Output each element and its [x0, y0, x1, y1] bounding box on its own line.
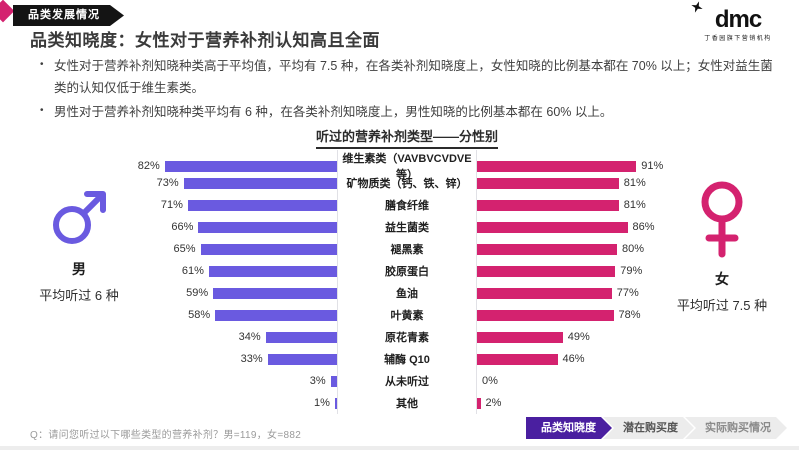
chart-row: 34% 原花青素 49% [60, 326, 755, 348]
chart-row: 73% 矿物质类（钙、铁、锌） 81% [60, 172, 755, 194]
male-average: 平均听过 6 种 [39, 288, 119, 303]
category-label: 褪黑素 [337, 238, 477, 260]
female-bar [477, 221, 628, 233]
chart-row: 71% 膳食纤维 81% [60, 194, 755, 216]
category-label: 胶原蛋白 [337, 260, 477, 282]
male-bar [187, 199, 337, 211]
section-breadcrumbs: 品类知晓度 潜在购买度 实际购买情况 [526, 417, 787, 439]
female-summary: 女 平均听过 7.5 种 [653, 180, 791, 314]
category-label: 其他 [337, 392, 477, 414]
female-bar [477, 265, 616, 277]
male-value-label: 58% [188, 309, 211, 321]
question-footnote: Q：请问您听过以下哪些类型的营养补剂？男=119，女=882 [30, 430, 302, 441]
chart-row: 61% 胶原蛋白 79% [60, 260, 755, 282]
male-icon [53, 191, 106, 244]
logo-tagline: 丁香园旗下营销机构 [704, 36, 772, 42]
page-title: 品类知晓度：女性对于营养补剂认知高且全面 [30, 31, 380, 50]
category-label: 鱼油 [337, 282, 477, 304]
female-value-label: 81% [623, 199, 646, 211]
male-bar [164, 160, 337, 172]
female-value-label: 0% [482, 375, 498, 387]
female-value-label: 79% [620, 265, 643, 277]
section-badge: 品类发展情况 [13, 5, 124, 26]
category-label: 矿物质类（钙、铁、锌） [337, 172, 477, 194]
female-bar [477, 160, 637, 172]
male-bar [330, 375, 337, 387]
brand-logo: dmc 丁香园旗下营销机构 [691, 1, 783, 42]
male-bar [265, 331, 337, 343]
male-bar [198, 221, 337, 233]
breadcrumb-purchase-intent: 潜在购买度 [603, 417, 694, 439]
category-label: 辅酶 Q10 [337, 348, 477, 370]
female-value-label: 78% [618, 309, 641, 321]
female-bar [477, 353, 558, 365]
bullet-item: 男性对于营养补剂知晓种类平均有 6 种，在各类补剂知晓度上，男性知晓的比例基本都… [38, 102, 780, 124]
chart-row: 3% 从未听过 0% [60, 370, 755, 392]
chart-row: 58% 叶黄素 78% [60, 304, 755, 326]
bullet-item: 女性对于营养补剂知晓种类高于平均值，平均有 7.5 种，在各类补剂知晓度上，女性… [38, 56, 780, 100]
female-value-label: 77% [616, 287, 639, 299]
male-bar [334, 397, 337, 409]
male-value-label: 82% [137, 160, 160, 172]
male-bar [215, 309, 337, 321]
male-value-label: 73% [156, 177, 179, 189]
category-label: 从未听过 [337, 370, 477, 392]
male-value-label: 33% [240, 353, 263, 365]
female-icon [701, 181, 743, 258]
female-bar [477, 397, 481, 409]
sparkle-icon [691, 1, 703, 13]
female-value-label: 46% [562, 353, 585, 365]
female-value-label: 91% [641, 160, 664, 172]
male-summary: 男 平均听过 6 种 [16, 186, 142, 304]
breadcrumb-awareness: 品类知晓度 [526, 417, 612, 439]
female-average: 平均听过 7.5 种 [676, 298, 768, 313]
male-value-label: 1% [314, 397, 330, 409]
male-bar [208, 265, 337, 277]
category-label: 益生菌类 [337, 216, 477, 238]
chart-row: 82% 维生素类（VAVBVCVDVE等） 91% [60, 150, 755, 182]
female-label: 女 [715, 271, 729, 287]
female-value-label: 49% [567, 331, 590, 343]
chart-title: 听过的营养补剂类型——分性别 [315, 126, 498, 149]
bottom-edge-strip [0, 446, 799, 450]
female-value-label: 86% [632, 221, 655, 233]
female-bar [477, 309, 614, 321]
diverging-bar-chart: 82% 维生素类（VAVBVCVDVE等） 91% 73% 矿物质类（钙、铁、锌） 81%… [60, 150, 755, 414]
chart-row: 59% 鱼油 77% [60, 282, 755, 304]
male-bar [183, 177, 337, 189]
female-value-label: 81% [623, 177, 646, 189]
male-value-label: 34% [238, 331, 261, 343]
male-value-label: 65% [173, 243, 196, 255]
female-bar [477, 287, 612, 299]
female-bar [477, 243, 617, 255]
category-label: 膳食纤维 [337, 194, 477, 216]
male-value-label: 71% [160, 199, 183, 211]
summary-bullets: 女性对于营养补剂知晓种类高于平均值，平均有 7.5 种，在各类补剂知晓度上，女性… [38, 56, 780, 126]
corner-accent-shape [0, 0, 15, 23]
female-value-label: 2% [485, 397, 502, 409]
female-bar [477, 177, 619, 189]
breadcrumb-actual-purchase: 实际购买情况 [685, 417, 787, 439]
logo-wordmark: dmc [714, 6, 762, 33]
male-bar [213, 287, 337, 299]
category-label: 原花青素 [337, 326, 477, 348]
chart-row: 65% 褪黑素 80% [60, 238, 755, 260]
category-label: 维生素类（VAVBVCVDVE等） [337, 150, 477, 182]
female-bar [477, 331, 563, 343]
female-value-label: 80% [622, 243, 645, 255]
chart-row: 66% 益生菌类 86% [60, 216, 755, 238]
category-label: 叶黄素 [337, 304, 477, 326]
male-value-label: 3% [309, 375, 326, 387]
male-value-label: 59% [186, 287, 209, 299]
male-value-label: 61% [181, 265, 204, 277]
male-label: 男 [72, 261, 86, 277]
male-bar [267, 353, 337, 365]
female-bar [477, 199, 619, 211]
chart-row: 1% 其他 2% [60, 392, 755, 414]
chart-row: 33% 辅酶 Q10 46% [60, 348, 755, 370]
male-value-label: 66% [171, 221, 194, 233]
male-bar [200, 243, 337, 255]
